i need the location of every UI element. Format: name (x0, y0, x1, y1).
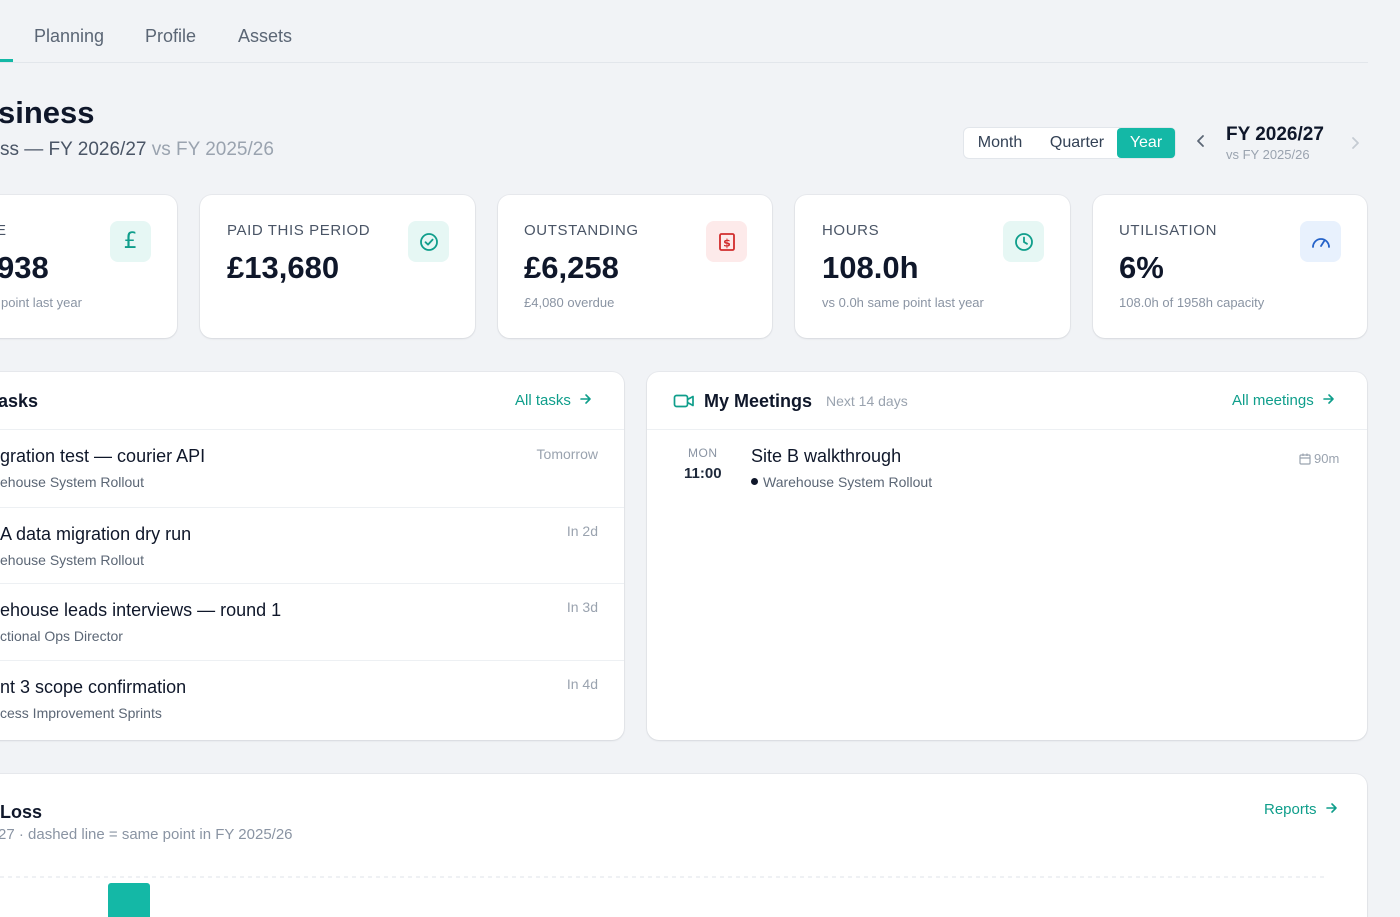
all-tasks-link[interactable]: All tasks (515, 392, 593, 409)
check-circle-icon (408, 221, 449, 262)
kpi-value: £6,258 (524, 250, 619, 285)
period-toggle: Month Quarter Year (963, 127, 1176, 159)
arrow-right-icon (1318, 392, 1336, 409)
meetings-panel (647, 372, 1367, 740)
period-month-button[interactable]: Month (977, 134, 1023, 151)
tab-planning[interactable]: Planning (34, 26, 105, 46)
svg-text:$: $ (723, 236, 731, 249)
previous-period-icon[interactable] (1195, 132, 1207, 155)
task-title: gration test — courier API (0, 446, 206, 466)
all-meetings-label: All meetings (1232, 392, 1314, 409)
period-quarter-button[interactable]: Quarter (1049, 134, 1105, 151)
kpi-value: 108.0h (822, 250, 919, 285)
arrow-right-icon (1321, 801, 1339, 818)
invoice-icon: $ (706, 221, 747, 262)
kpi-label: PAID THIS PERIOD (227, 222, 371, 239)
task-title: nt 3 scope confirmation (0, 677, 187, 697)
profit-loss-title: Loss (0, 802, 43, 822)
top-tab-bar: Planning Profile Assets (0, 0, 1368, 63)
divider (0, 507, 624, 508)
divider (0, 429, 624, 430)
kpi-value: £13,680 (227, 250, 340, 285)
meeting-title: Site B walkthrough (751, 446, 902, 466)
video-camera-icon (673, 393, 695, 414)
task-project: ehouse System Rollout (0, 552, 144, 568)
meeting-time: 11:00 (684, 465, 722, 482)
profit-loss-panel (0, 774, 1367, 917)
active-tab-indicator (0, 59, 13, 62)
period-year-button[interactable]: Year (1117, 128, 1175, 158)
meeting-duration: 90m (1314, 451, 1340, 466)
kpi-label: OUTSTANDING (524, 222, 639, 239)
task-due: Tomorrow (536, 446, 598, 462)
profit-loss-subtitle: 27 · dashed line = same point in FY 2025… (0, 826, 293, 843)
pound-icon: £ (110, 221, 151, 262)
kpi-value: 938 (0, 250, 49, 285)
task-project: cess Improvement Sprints (0, 705, 162, 721)
kpi-card-outstanding (498, 195, 772, 338)
meetings-panel-title: My Meetings (704, 391, 813, 411)
all-meetings-link[interactable]: All meetings (1232, 392, 1336, 409)
kpi-note: £4,080 overdue (524, 295, 615, 310)
tasks-panel (0, 372, 624, 740)
kpi-card-hours (795, 195, 1070, 338)
arrow-right-icon (575, 392, 593, 409)
task-project: ctional Ops Director (0, 628, 123, 644)
divider (647, 429, 1367, 430)
kpi-label: UTILISATION (1119, 222, 1217, 239)
kpi-value: 6% (1119, 250, 1164, 285)
kpi-note: 108.0h of 1958h capacity (1119, 295, 1265, 310)
gauge-icon (1300, 221, 1341, 262)
clock-icon (1003, 221, 1044, 262)
page-subtitle: ss — FY 2026/27 vs FY 2025/26 (0, 139, 274, 161)
meetings-range: Next 14 days (826, 393, 908, 409)
task-project: ehouse System Rollout (0, 474, 144, 490)
kpi-label: HOURS (822, 222, 880, 239)
page-title: siness (0, 95, 95, 130)
task-title: ehouse leads interviews — round 1 (0, 600, 282, 620)
meeting-day: MON (688, 446, 718, 460)
task-due: In 3d (566, 599, 598, 615)
tab-assets[interactable]: Assets (238, 26, 293, 46)
kpi-label: E (0, 222, 7, 239)
reports-label: Reports (1264, 801, 1317, 818)
task-due: In 4d (566, 676, 598, 692)
tab-profile[interactable]: Profile (145, 26, 197, 46)
divider (0, 660, 624, 661)
subtitle-period: ss — FY 2026/27 (0, 139, 147, 160)
calendar-icon (1299, 452, 1311, 470)
divider (0, 583, 624, 584)
kpi-card-revenue (0, 195, 177, 338)
subtitle-compare: vs FY 2025/26 (151, 139, 274, 160)
kpi-note: vs 0.0h same point last year (822, 295, 984, 310)
all-tasks-label: All tasks (515, 392, 571, 409)
kpi-card-paid (200, 195, 475, 338)
kpi-card-utilisation (1093, 195, 1367, 338)
meeting-project: Warehouse System Rollout (763, 474, 933, 490)
project-dot (751, 478, 758, 485)
kpi-note: point last year (1, 295, 82, 310)
task-due: In 2d (566, 523, 598, 539)
fiscal-year-compare: vs FY 2025/26 (1226, 147, 1310, 162)
reports-link[interactable]: Reports (1264, 801, 1339, 818)
chart-bar (108, 883, 150, 917)
tasks-panel-title: asks (0, 391, 39, 411)
fiscal-year-title: FY 2026/27 (1226, 124, 1324, 145)
task-title: A data migration dry run (0, 524, 192, 544)
next-period-icon[interactable] (1349, 134, 1361, 157)
profit-loss-chart (0, 876, 1324, 917)
